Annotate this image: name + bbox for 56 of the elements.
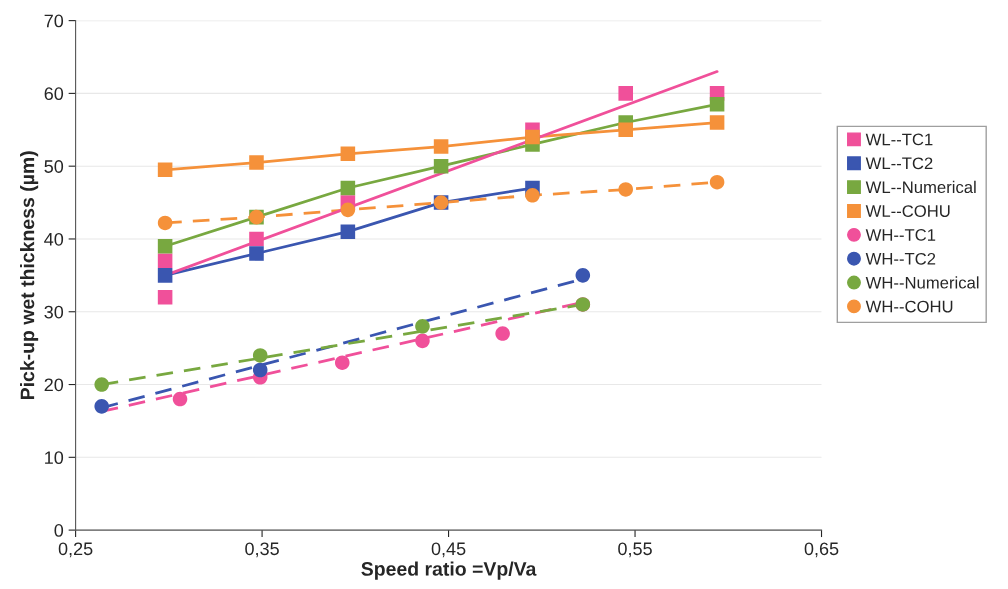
point: [249, 231, 264, 247]
point: [334, 355, 350, 370]
point: [340, 180, 356, 196]
x-tick-label: 0,65: [804, 542, 839, 558]
y-tick-label: 10: [45, 451, 64, 465]
point: [252, 362, 268, 378]
legend-label: WH--TC2: [865, 252, 936, 265]
legend-label: WH--COHU: [865, 300, 953, 313]
point: [249, 246, 264, 261]
legend-label: WL--COHU: [865, 205, 950, 217]
y-tick-label: 40: [44, 232, 64, 246]
point: [94, 377, 109, 392]
point: [340, 146, 356, 162]
point: [172, 391, 188, 407]
legend-label: WH--TC1: [865, 229, 936, 241]
point: [157, 289, 173, 305]
point: [157, 253, 173, 269]
point: [618, 86, 633, 101]
legend-label: WL--TC2: [865, 157, 933, 170]
point: [340, 202, 356, 218]
point: [709, 97, 725, 112]
point: [433, 158, 449, 174]
point: [709, 115, 725, 130]
y-tick-label: 50: [44, 160, 64, 173]
x-tick-label: 0,55: [618, 542, 652, 558]
point: [709, 174, 725, 190]
point: [415, 319, 430, 334]
x-axis-title: Speed ratio =Vp/Va: [361, 561, 537, 580]
point: [249, 155, 264, 170]
point: [252, 348, 268, 363]
y-tick-label: 30: [44, 305, 64, 319]
x-tick-label: 0,35: [245, 542, 279, 558]
y-tick-label: 70: [44, 14, 64, 28]
point: [415, 333, 430, 349]
point: [157, 215, 173, 231]
y-tick-label: 20: [44, 378, 64, 392]
point: [157, 268, 173, 283]
point: [340, 224, 356, 239]
x-tick-label: 0,45: [431, 542, 466, 558]
y-tick-label: 0: [54, 524, 64, 537]
point: [94, 399, 109, 414]
point: [618, 122, 633, 138]
y-tick-label: 60: [44, 87, 64, 101]
point: [157, 162, 173, 178]
point: [618, 182, 633, 197]
point: [525, 188, 540, 203]
point: [525, 129, 540, 145]
point: [495, 326, 510, 341]
legend-label: WL--Numerical: [865, 180, 976, 194]
point: [575, 268, 591, 283]
point: [433, 139, 449, 154]
x-tick-label: 0,25: [58, 542, 93, 558]
point: [157, 238, 173, 254]
legend-label: WL--TC1: [865, 133, 933, 146]
y-axis-title: Pick-up wet thickness (µm): [20, 151, 39, 400]
legend-label: WH--Numerical: [865, 276, 979, 289]
